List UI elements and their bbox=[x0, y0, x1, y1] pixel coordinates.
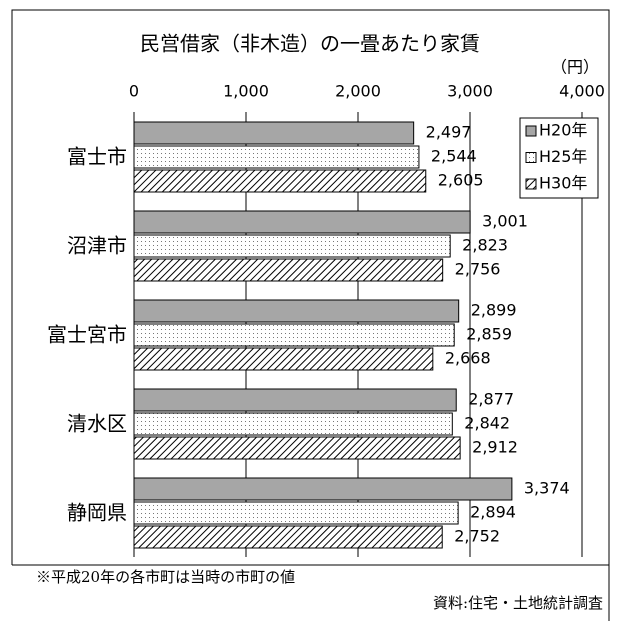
bar bbox=[133, 210, 471, 234]
bar bbox=[133, 145, 420, 169]
value-label: 2,912 bbox=[472, 438, 518, 457]
bar bbox=[133, 347, 434, 371]
value-label: 2,752 bbox=[454, 527, 500, 546]
bar bbox=[133, 299, 460, 323]
bar bbox=[133, 477, 513, 501]
value-label: 2,605 bbox=[438, 171, 484, 190]
value-label: 2,842 bbox=[464, 414, 510, 433]
x-tick-label: 3,000 bbox=[447, 82, 493, 101]
value-label: 2,497 bbox=[426, 123, 472, 142]
value-label: 2,894 bbox=[470, 503, 516, 522]
value-label: 3,374 bbox=[524, 479, 570, 498]
unit-label: （円） bbox=[551, 58, 599, 77]
x-tick-label: 4,000 bbox=[559, 82, 605, 101]
y-tick-label: 沼津市 bbox=[67, 234, 127, 258]
legend-label: H30年 bbox=[539, 174, 587, 193]
value-label: 2,668 bbox=[445, 349, 491, 368]
value-label: 3,001 bbox=[482, 212, 528, 231]
value-label: 2,756 bbox=[455, 260, 501, 279]
value-label: 2,544 bbox=[431, 147, 477, 166]
value-label: 2,823 bbox=[462, 236, 508, 255]
bar bbox=[133, 412, 453, 436]
bar bbox=[133, 388, 457, 412]
source: 資料:住宅・土地統計調査 bbox=[433, 594, 603, 612]
bar bbox=[133, 234, 451, 258]
x-tick-label: 1,000 bbox=[223, 82, 269, 101]
legend-swatch bbox=[525, 125, 537, 137]
value-label: 2,899 bbox=[471, 301, 517, 320]
value-label: 2,877 bbox=[468, 390, 514, 409]
chart-title: 民営借家（非木造）の一畳あたり家賃 bbox=[140, 32, 480, 56]
bar bbox=[133, 169, 427, 193]
y-tick-label: 富士市 bbox=[67, 145, 127, 169]
bar bbox=[133, 525, 443, 549]
value-label: 2,859 bbox=[466, 325, 512, 344]
legend-label: H25年 bbox=[539, 147, 587, 166]
y-tick-label: 清水区 bbox=[67, 412, 127, 436]
bar bbox=[133, 258, 444, 282]
legend-label: H20年 bbox=[539, 121, 587, 140]
legend-swatch bbox=[525, 178, 537, 190]
legend-swatch bbox=[525, 152, 537, 163]
bar bbox=[133, 121, 415, 145]
note: ※平成20年の各市町は当時の市町の値 bbox=[36, 568, 295, 586]
x-tick-label: 2,000 bbox=[335, 82, 381, 101]
bar bbox=[133, 501, 459, 525]
x-tick-label: 0 bbox=[129, 82, 139, 101]
bar bbox=[133, 436, 461, 460]
y-tick-label: 静岡県 bbox=[67, 501, 127, 525]
frame bbox=[11, 9, 610, 621]
bar bbox=[133, 323, 455, 347]
y-tick-label: 富士宮市 bbox=[47, 323, 127, 347]
